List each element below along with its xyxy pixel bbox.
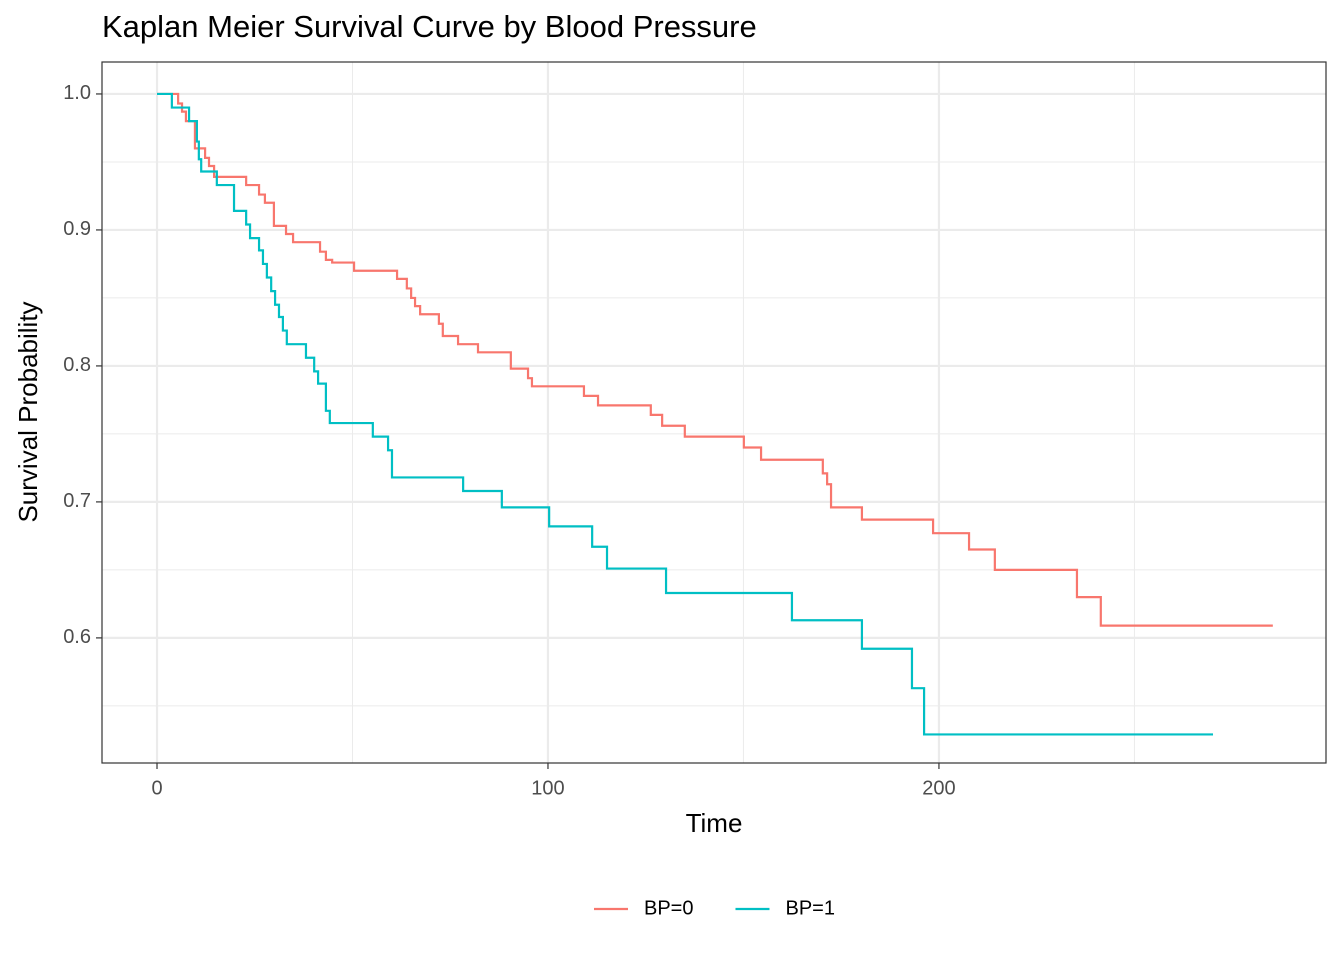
legend: BP=0 BP=1 <box>594 897 835 919</box>
plot-area <box>157 92 1273 736</box>
legend-label: BP=0 <box>644 897 693 919</box>
y-tick-label: 1.0 <box>63 82 91 104</box>
panel-border <box>101 61 1327 764</box>
y-tick-label: 0.9 <box>63 218 91 240</box>
survival-curve <box>157 92 1214 736</box>
y-tick-label: 0.6 <box>63 626 91 648</box>
x-tick-label: 0 <box>151 777 162 799</box>
axes: 0 100 200 0.6 0.7 0.8 0.9 1.0 <box>63 82 955 799</box>
legend-label: BP=1 <box>785 897 834 919</box>
grid <box>102 62 1326 763</box>
y-tick-label: 0.7 <box>63 490 91 512</box>
x-tick-label: 200 <box>922 777 955 799</box>
x-axis-label: Time <box>686 808 743 838</box>
chart-title: Kaplan Meier Survival Curve by Blood Pre… <box>102 9 757 44</box>
y-axis-label: Survival Probability <box>13 301 43 522</box>
survival-curve <box>157 92 1273 627</box>
x-tick-label: 100 <box>531 777 564 799</box>
y-tick-label: 0.8 <box>63 354 91 376</box>
